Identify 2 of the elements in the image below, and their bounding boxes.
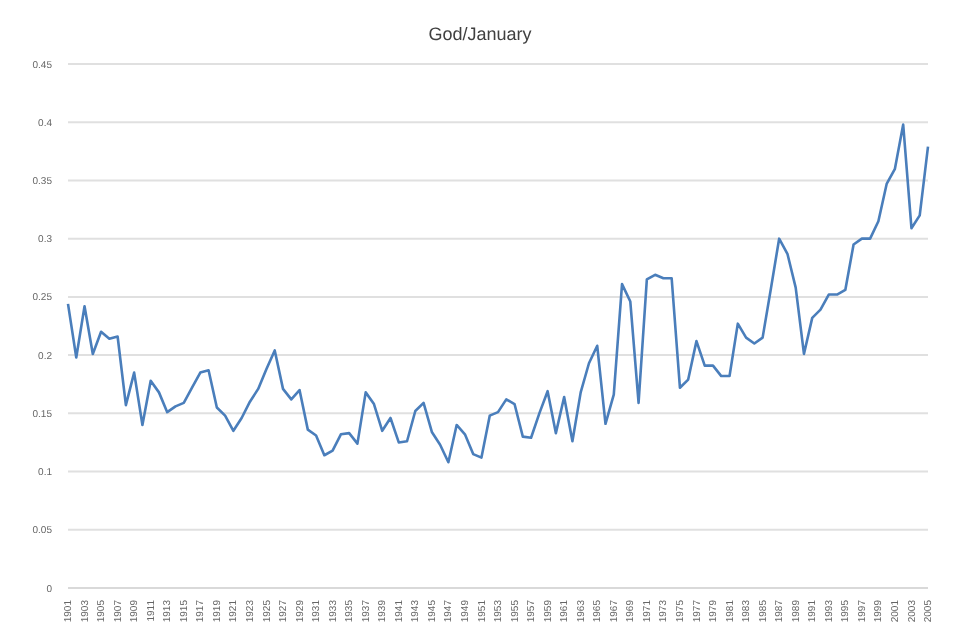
line-series bbox=[66, 123, 930, 464]
chart-title: God/January bbox=[426, 22, 534, 48]
